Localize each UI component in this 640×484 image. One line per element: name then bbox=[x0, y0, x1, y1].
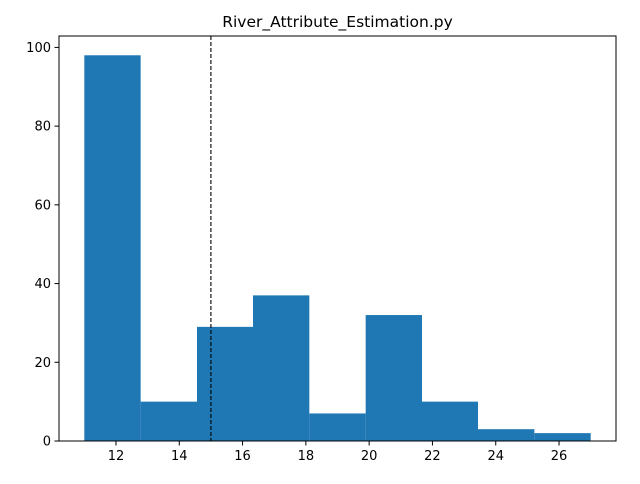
x-tick-label: 24 bbox=[487, 449, 504, 464]
x-tick-label: 18 bbox=[298, 449, 315, 464]
histogram-bar-4 bbox=[253, 295, 310, 441]
x-tick-label: 26 bbox=[551, 449, 568, 464]
histogram-bar-6 bbox=[365, 315, 422, 441]
y-tick-label: 100 bbox=[26, 41, 51, 56]
y-tick-label: 60 bbox=[34, 198, 51, 213]
x-tick-label: 16 bbox=[234, 449, 251, 464]
x-tick-label: 12 bbox=[108, 449, 125, 464]
histogram-bar-2 bbox=[140, 401, 197, 441]
histogram-bar-7 bbox=[421, 401, 479, 441]
histogram-bar-1 bbox=[84, 55, 141, 442]
axes-frame bbox=[58, 35, 617, 442]
histogram-bar-9 bbox=[534, 433, 591, 441]
y-tick-label: 80 bbox=[34, 120, 51, 135]
histogram-bar-3 bbox=[196, 326, 254, 441]
y-tick-label: 20 bbox=[34, 356, 51, 371]
x-axis-ticks: 12 14 16 18 20 22 24 26 bbox=[108, 441, 568, 464]
x-tick-label: 22 bbox=[424, 449, 441, 464]
y-tick-label: 0 bbox=[43, 435, 51, 450]
bars-layer bbox=[84, 55, 591, 442]
histogram-bar-8 bbox=[478, 429, 535, 441]
chart-title: River_Attribute_Estimation.py bbox=[222, 13, 453, 32]
y-axis-ticks: 0 20 40 60 80 100 bbox=[26, 41, 59, 450]
x-tick-label: 14 bbox=[171, 449, 188, 464]
y-tick-label: 40 bbox=[34, 277, 51, 292]
x-tick-label: 20 bbox=[361, 449, 378, 464]
histogram-bar-5 bbox=[309, 413, 366, 441]
